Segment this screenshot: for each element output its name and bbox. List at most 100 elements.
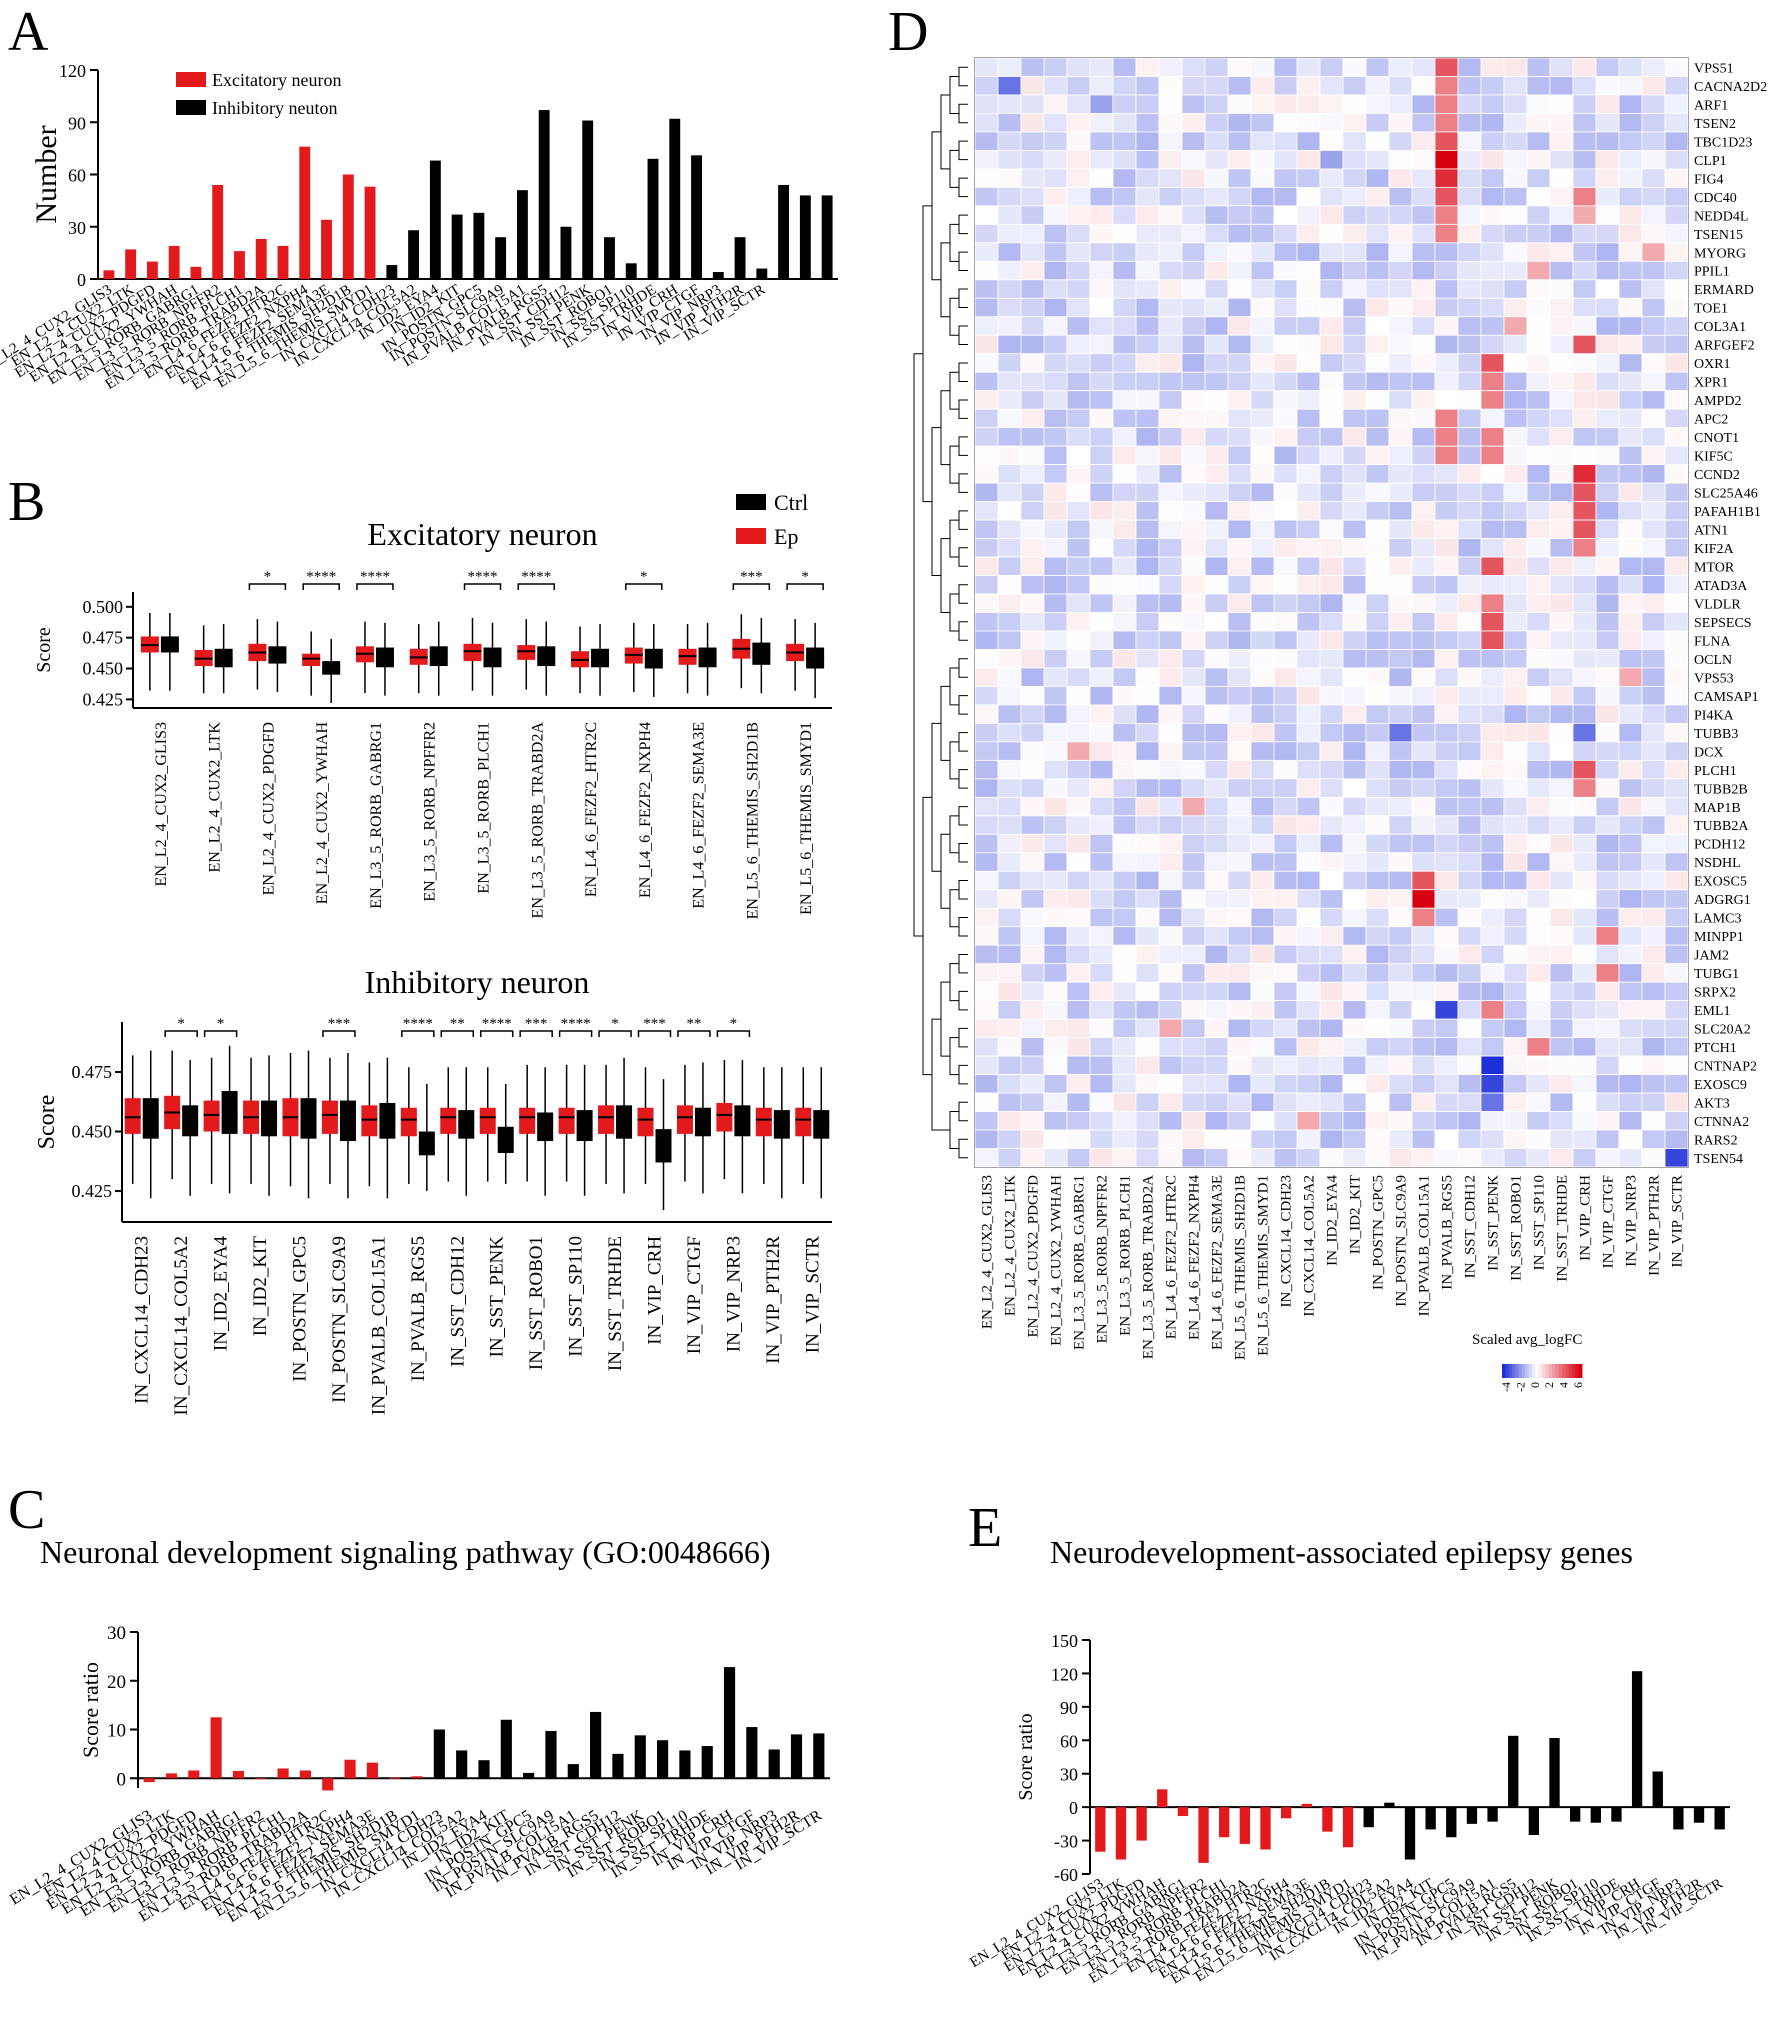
heatmap-cell xyxy=(1342,1037,1367,1057)
heatmap-cell xyxy=(1089,223,1114,244)
heatmap-cell xyxy=(1480,981,1505,1002)
heatmap-cell xyxy=(1158,279,1183,299)
heatmap-cell xyxy=(1388,445,1413,466)
heatmap-cell xyxy=(1158,556,1183,576)
heatmap-cell xyxy=(1572,1000,1597,1020)
heatmap-cell xyxy=(997,390,1022,410)
heatmap-cell xyxy=(1204,223,1229,244)
heatmap-cell xyxy=(1135,889,1160,909)
heatmap-cell xyxy=(1342,556,1367,576)
dendrogram-branch xyxy=(931,131,941,281)
heatmap-cell xyxy=(1549,371,1574,392)
heatmap-cell xyxy=(1572,371,1597,392)
heatmap-row-label: EXOSC9 xyxy=(1694,1078,1747,1093)
heatmap-cell xyxy=(1526,1092,1551,1112)
heatmap-cell xyxy=(974,316,999,336)
heatmap-cell xyxy=(1227,612,1252,632)
heatmap-cell xyxy=(997,723,1022,743)
heatmap-cell xyxy=(1043,889,1068,909)
heatmap-cell xyxy=(1411,519,1436,539)
heatmap-cell xyxy=(1181,870,1206,891)
significance-label: *** xyxy=(328,1016,351,1032)
heatmap-cell xyxy=(1595,667,1620,687)
heatmap-cell xyxy=(1181,260,1206,281)
bar xyxy=(277,1768,289,1779)
heatmap-cell xyxy=(974,593,999,613)
heatmap-cell xyxy=(974,926,999,946)
box-ctrl xyxy=(694,1107,711,1137)
significance-label: **** xyxy=(521,569,551,585)
heatmap-cell xyxy=(1503,408,1528,429)
heatmap-cell xyxy=(997,501,1022,521)
heatmap-cell xyxy=(1204,944,1229,965)
heatmap-cell xyxy=(1503,963,1528,983)
heatmap-cell xyxy=(1066,926,1091,946)
heatmap-cell xyxy=(1066,1000,1091,1020)
box-ep xyxy=(558,1107,575,1134)
heatmap-cell xyxy=(1503,297,1528,318)
heatmap-cell xyxy=(1641,482,1666,503)
heatmap-cell xyxy=(1158,593,1183,613)
heatmap-cell xyxy=(1526,1000,1551,1020)
heatmap-cell xyxy=(1388,427,1413,447)
heatmap-cell xyxy=(1618,371,1643,392)
heatmap-cell xyxy=(1089,131,1114,151)
heatmap-cell xyxy=(1549,464,1574,484)
heatmap-cell xyxy=(1043,963,1068,983)
heatmap-cell xyxy=(1411,593,1436,613)
dendrogram-branch xyxy=(958,177,968,198)
heatmap-cell xyxy=(1112,113,1137,133)
heatmap-cell xyxy=(1480,630,1505,650)
box-ctrl xyxy=(339,1100,356,1142)
heatmap-cell xyxy=(1135,223,1160,244)
significance-bracket xyxy=(203,1030,238,1037)
heatmap-cell xyxy=(1319,334,1344,355)
heatmap-cell xyxy=(1250,113,1275,133)
heatmap-cell xyxy=(1319,556,1344,576)
heatmap-cell xyxy=(1411,667,1436,687)
heatmap-cell xyxy=(1411,1018,1436,1039)
heatmap-cell xyxy=(1227,464,1252,484)
heatmap-cell xyxy=(974,1000,999,1020)
heatmap-cell xyxy=(1250,150,1275,170)
heatmap-cell xyxy=(1296,76,1321,96)
heatmap-cell xyxy=(1595,1092,1620,1112)
box-ctrl xyxy=(813,1110,830,1139)
heatmap-cell xyxy=(1066,94,1091,114)
heatmap-cell xyxy=(1296,113,1321,133)
heatmap-cell xyxy=(1549,168,1574,188)
heatmap-cell xyxy=(1066,334,1091,355)
heatmap-cell xyxy=(1020,593,1045,613)
heatmap-cell xyxy=(1618,759,1643,780)
heatmap-cell xyxy=(1457,963,1482,983)
heatmap-cell xyxy=(1411,223,1436,244)
heatmap-cell xyxy=(1641,334,1666,355)
heatmap-row-label: CCND2 xyxy=(1694,468,1740,483)
y-tick-label: 0 xyxy=(1069,1798,1078,1818)
bar xyxy=(647,158,659,279)
heatmap-cell xyxy=(1227,131,1252,151)
heatmap-cell xyxy=(1089,575,1114,595)
heatmap-cell xyxy=(1296,1129,1321,1149)
heatmap-cell xyxy=(1572,390,1597,410)
bar xyxy=(1714,1807,1725,1830)
y-tick-label: 10 xyxy=(107,1721,126,1742)
heatmap-cell xyxy=(1135,870,1160,891)
heatmap-cell xyxy=(1089,1037,1114,1057)
heatmap-cell xyxy=(1503,279,1528,299)
heatmap-cell xyxy=(1595,926,1620,946)
heatmap-cell xyxy=(1549,76,1574,96)
heatmap-cell xyxy=(1020,1148,1045,1168)
heatmap-cell xyxy=(1319,981,1344,1002)
heatmap-cell xyxy=(1296,205,1321,225)
heatmap-cell xyxy=(1296,371,1321,392)
heatmap-cell xyxy=(1503,464,1528,484)
heatmap-cell xyxy=(1112,464,1137,484)
heatmap-cell xyxy=(1526,963,1551,983)
bar xyxy=(657,1740,669,1779)
heatmap-cell xyxy=(1273,464,1298,484)
heatmap-cell xyxy=(1664,1074,1689,1094)
heatmap-cell xyxy=(1365,815,1390,835)
heatmap-cell xyxy=(1411,815,1436,835)
heatmap-legend-swatch xyxy=(1505,1364,1510,1378)
